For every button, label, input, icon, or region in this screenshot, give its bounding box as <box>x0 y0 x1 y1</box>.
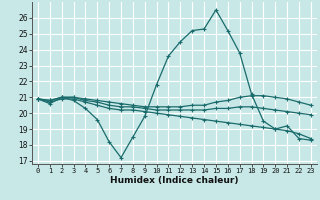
X-axis label: Humidex (Indice chaleur): Humidex (Indice chaleur) <box>110 176 239 185</box>
